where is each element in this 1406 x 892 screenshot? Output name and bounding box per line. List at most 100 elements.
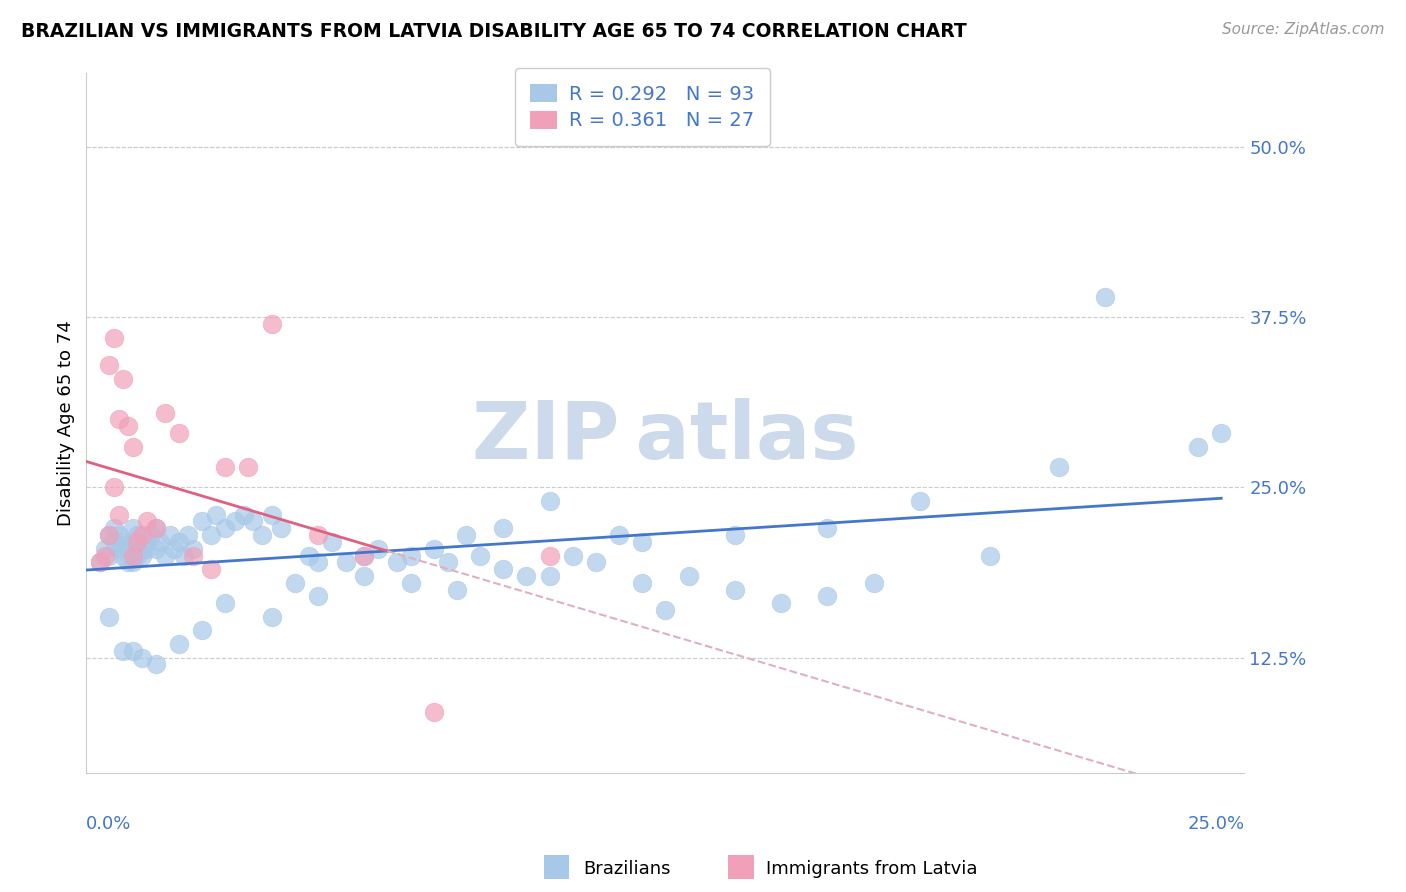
Point	[260, 508, 283, 522]
Point	[607, 528, 630, 542]
Point	[131, 528, 153, 542]
Point	[145, 541, 167, 556]
Text: BRAZILIAN VS IMMIGRANTS FROM LATVIA DISABILITY AGE 65 TO 74 CORRELATION CHART: BRAZILIAN VS IMMIGRANTS FROM LATVIA DISA…	[21, 22, 967, 41]
Point	[94, 541, 117, 556]
Point	[908, 494, 931, 508]
Point	[107, 541, 129, 556]
Point	[678, 569, 700, 583]
Point	[121, 535, 143, 549]
Point	[367, 541, 389, 556]
Point	[862, 575, 884, 590]
Point	[131, 650, 153, 665]
Point	[89, 555, 111, 569]
Point	[538, 494, 561, 508]
Point	[631, 535, 654, 549]
Point	[214, 460, 236, 475]
Point	[307, 528, 329, 542]
Point	[103, 535, 125, 549]
Point	[353, 549, 375, 563]
Point	[436, 555, 458, 569]
Point	[456, 528, 478, 542]
Point	[121, 549, 143, 563]
Point	[121, 555, 143, 569]
Point	[724, 528, 747, 542]
Point	[468, 549, 491, 563]
Point	[724, 582, 747, 597]
Text: Source: ZipAtlas.com: Source: ZipAtlas.com	[1222, 22, 1385, 37]
Point	[252, 528, 274, 542]
Point	[135, 515, 157, 529]
Point	[1047, 460, 1070, 475]
Point	[127, 549, 149, 563]
Point	[107, 508, 129, 522]
Point	[112, 549, 135, 563]
Point	[117, 555, 139, 569]
Point	[98, 549, 121, 563]
Point	[260, 609, 283, 624]
Point	[214, 521, 236, 535]
Point	[112, 644, 135, 658]
Point	[422, 705, 444, 719]
Point	[214, 596, 236, 610]
Text: Brazilians: Brazilians	[583, 860, 671, 878]
Text: 25.0%: 25.0%	[1187, 815, 1244, 833]
Point	[979, 549, 1001, 563]
Point	[112, 371, 135, 385]
Point	[205, 508, 228, 522]
Y-axis label: Disability Age 65 to 74: Disability Age 65 to 74	[58, 320, 75, 525]
Point	[224, 515, 246, 529]
Point	[307, 555, 329, 569]
Point	[121, 521, 143, 535]
Point	[167, 425, 190, 440]
Point	[135, 535, 157, 549]
Point	[1094, 290, 1116, 304]
Point	[89, 555, 111, 569]
Point	[238, 460, 260, 475]
Text: 0.0%: 0.0%	[86, 815, 132, 833]
Point	[98, 528, 121, 542]
Point	[135, 541, 157, 556]
Point	[145, 657, 167, 672]
Point	[131, 549, 153, 563]
Point	[103, 521, 125, 535]
Point	[153, 406, 176, 420]
Point	[631, 575, 654, 590]
Point	[145, 521, 167, 535]
Point	[159, 528, 181, 542]
Point	[422, 541, 444, 556]
Point	[654, 603, 676, 617]
Point	[98, 528, 121, 542]
Point	[131, 541, 153, 556]
Point	[200, 528, 222, 542]
Point	[167, 637, 190, 651]
Point	[117, 419, 139, 434]
Point	[492, 521, 515, 535]
Point	[242, 515, 264, 529]
Point	[335, 555, 357, 569]
Point	[177, 528, 200, 542]
Point	[385, 555, 408, 569]
Point	[817, 521, 839, 535]
Point	[94, 549, 117, 563]
Legend: R = 0.292   N = 93, R = 0.361   N = 27: R = 0.292 N = 93, R = 0.361 N = 27	[515, 69, 769, 146]
Point	[163, 541, 186, 556]
Point	[117, 541, 139, 556]
Point	[127, 528, 149, 542]
Text: Immigrants from Latvia: Immigrants from Latvia	[766, 860, 977, 878]
Point	[492, 562, 515, 576]
Point	[538, 549, 561, 563]
Point	[98, 358, 121, 372]
Point	[121, 644, 143, 658]
Point	[446, 582, 468, 597]
Point	[561, 549, 583, 563]
Point	[121, 440, 143, 454]
Point	[770, 596, 793, 610]
Point	[98, 609, 121, 624]
Point	[127, 535, 149, 549]
Point	[149, 535, 172, 549]
Point	[103, 331, 125, 345]
Point	[173, 549, 195, 563]
Point	[284, 575, 307, 590]
Text: ZIP atlas: ZIP atlas	[472, 398, 859, 475]
Point	[191, 515, 214, 529]
